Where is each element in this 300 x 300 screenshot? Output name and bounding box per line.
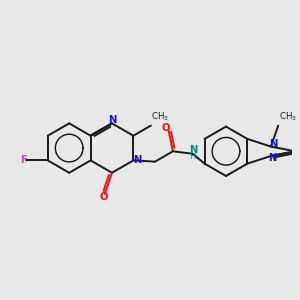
Text: H: H [190,152,196,161]
Text: F: F [20,155,27,165]
Text: CH$_3$: CH$_3$ [152,111,169,123]
Text: N: N [134,155,142,165]
Text: O: O [162,123,170,133]
Text: N: N [269,139,278,149]
Text: N: N [189,146,197,155]
Text: O: O [100,192,108,202]
Text: N: N [108,115,117,125]
Text: CH$_3$: CH$_3$ [279,111,297,123]
Text: N: N [268,153,277,163]
